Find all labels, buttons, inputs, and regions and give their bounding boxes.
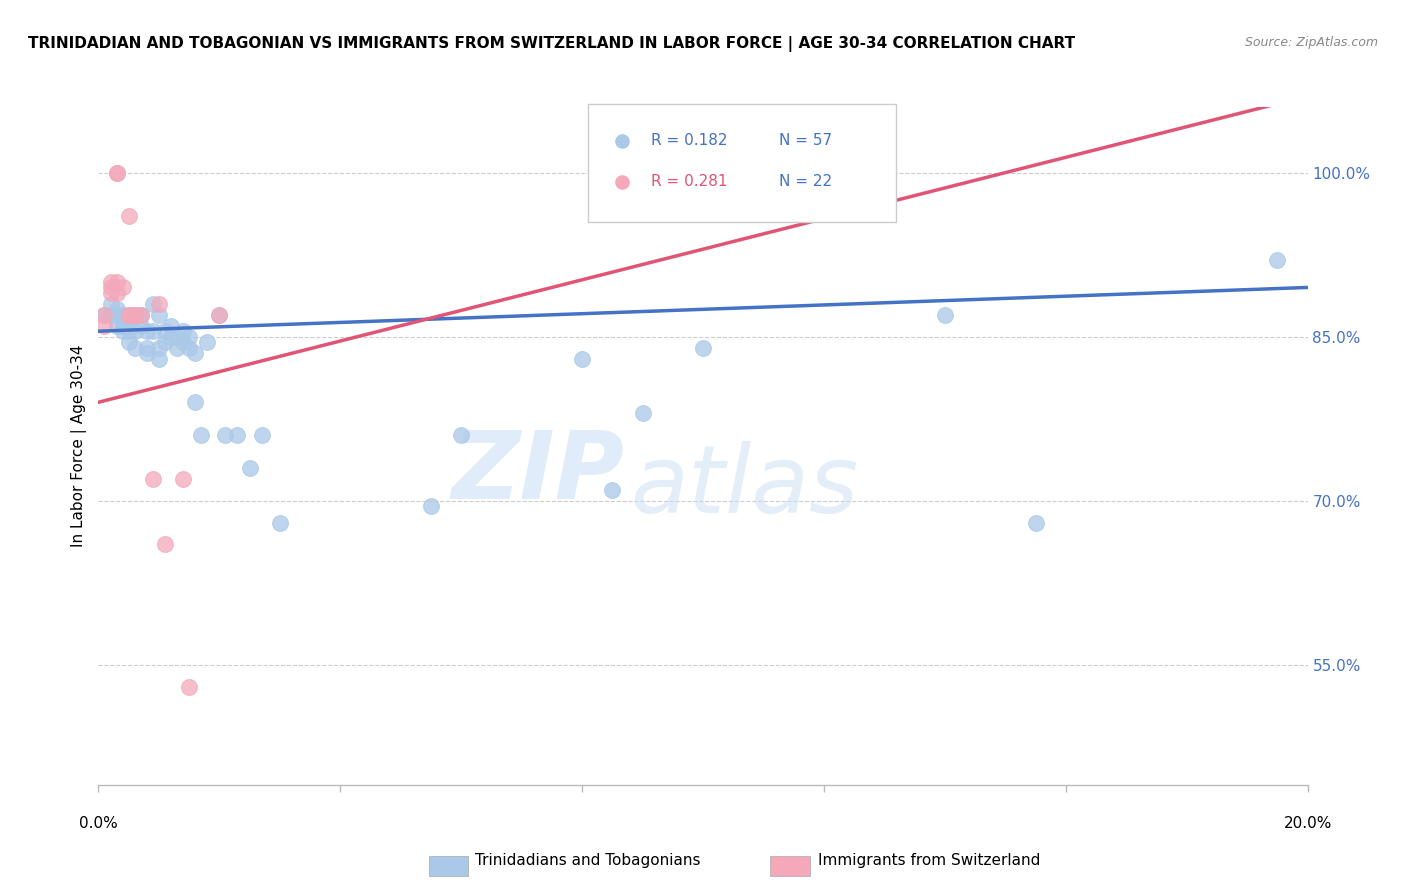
- FancyBboxPatch shape: [588, 103, 897, 222]
- Point: [571, 351, 593, 366]
- Point: [93, 308, 115, 322]
- Point: [250, 428, 273, 442]
- Text: atlas: atlas: [630, 442, 859, 533]
- Point: [214, 428, 236, 442]
- Text: R = 0.182: R = 0.182: [651, 134, 727, 148]
- Point: [148, 351, 170, 366]
- Point: [160, 329, 183, 343]
- Point: [124, 324, 146, 338]
- Point: [1024, 516, 1046, 530]
- Text: N = 57: N = 57: [779, 134, 832, 148]
- Text: N = 22: N = 22: [779, 174, 832, 189]
- Point: [239, 461, 262, 475]
- Point: [118, 313, 141, 327]
- Point: [179, 329, 201, 343]
- Y-axis label: In Labor Force | Age 30-34: In Labor Force | Age 30-34: [72, 344, 87, 548]
- Point: [105, 166, 128, 180]
- Point: [100, 285, 122, 300]
- Point: [100, 297, 122, 311]
- Point: [129, 318, 152, 333]
- Point: [105, 275, 128, 289]
- Point: [129, 308, 152, 322]
- Point: [111, 318, 134, 333]
- Point: [208, 308, 231, 322]
- Point: [111, 308, 134, 322]
- Point: [153, 335, 176, 350]
- Point: [195, 335, 218, 350]
- Point: [153, 537, 176, 551]
- Text: R = 0.281: R = 0.281: [651, 174, 727, 189]
- Point: [148, 297, 170, 311]
- Point: [226, 428, 249, 442]
- Point: [111, 313, 134, 327]
- Point: [118, 324, 141, 338]
- Point: [100, 275, 122, 289]
- Point: [190, 428, 212, 442]
- Point: [124, 308, 146, 322]
- Point: [142, 297, 165, 311]
- Point: [142, 472, 165, 486]
- Point: [124, 341, 146, 355]
- Point: [153, 324, 176, 338]
- Point: [148, 308, 170, 322]
- Point: [105, 308, 128, 322]
- Point: [105, 318, 128, 333]
- Point: [93, 318, 115, 333]
- Point: [179, 680, 201, 694]
- Point: [184, 395, 207, 409]
- Text: TRINIDADIAN AND TOBAGONIAN VS IMMIGRANTS FROM SWITZERLAND IN LABOR FORCE | AGE 3: TRINIDADIAN AND TOBAGONIAN VS IMMIGRANTS…: [28, 36, 1076, 52]
- Point: [93, 308, 115, 322]
- Point: [184, 346, 207, 360]
- Point: [450, 428, 472, 442]
- Point: [269, 516, 291, 530]
- Point: [100, 308, 122, 322]
- Point: [166, 341, 188, 355]
- Text: ZIP: ZIP: [451, 427, 624, 519]
- Point: [160, 318, 183, 333]
- Text: Trinidadians and Tobagonians: Trinidadians and Tobagonians: [475, 854, 700, 868]
- Point: [148, 341, 170, 355]
- Point: [118, 308, 141, 322]
- Point: [1267, 253, 1289, 268]
- Point: [135, 324, 157, 338]
- Point: [179, 341, 201, 355]
- Point: [100, 280, 122, 294]
- Text: 20.0%: 20.0%: [1284, 815, 1331, 830]
- Point: [142, 324, 165, 338]
- Point: [172, 335, 194, 350]
- Point: [118, 308, 141, 322]
- Point: [934, 308, 956, 322]
- Point: [105, 166, 128, 180]
- Text: Immigrants from Switzerland: Immigrants from Switzerland: [818, 854, 1040, 868]
- Point: [692, 341, 714, 355]
- Point: [166, 329, 188, 343]
- Point: [118, 335, 141, 350]
- Point: [631, 406, 654, 420]
- Point: [105, 285, 128, 300]
- Point: [111, 280, 134, 294]
- Text: Source: ZipAtlas.com: Source: ZipAtlas.com: [1244, 36, 1378, 49]
- Point: [129, 308, 152, 322]
- Point: [172, 324, 194, 338]
- Point: [118, 210, 141, 224]
- Point: [124, 308, 146, 322]
- Point: [105, 302, 128, 317]
- Point: [118, 308, 141, 322]
- Point: [124, 308, 146, 322]
- Text: 0.0%: 0.0%: [79, 815, 118, 830]
- Point: [135, 346, 157, 360]
- Point: [420, 499, 443, 513]
- Point: [135, 341, 157, 355]
- Point: [208, 308, 231, 322]
- Point: [129, 308, 152, 322]
- Point: [602, 483, 624, 497]
- Point: [111, 324, 134, 338]
- Point: [172, 472, 194, 486]
